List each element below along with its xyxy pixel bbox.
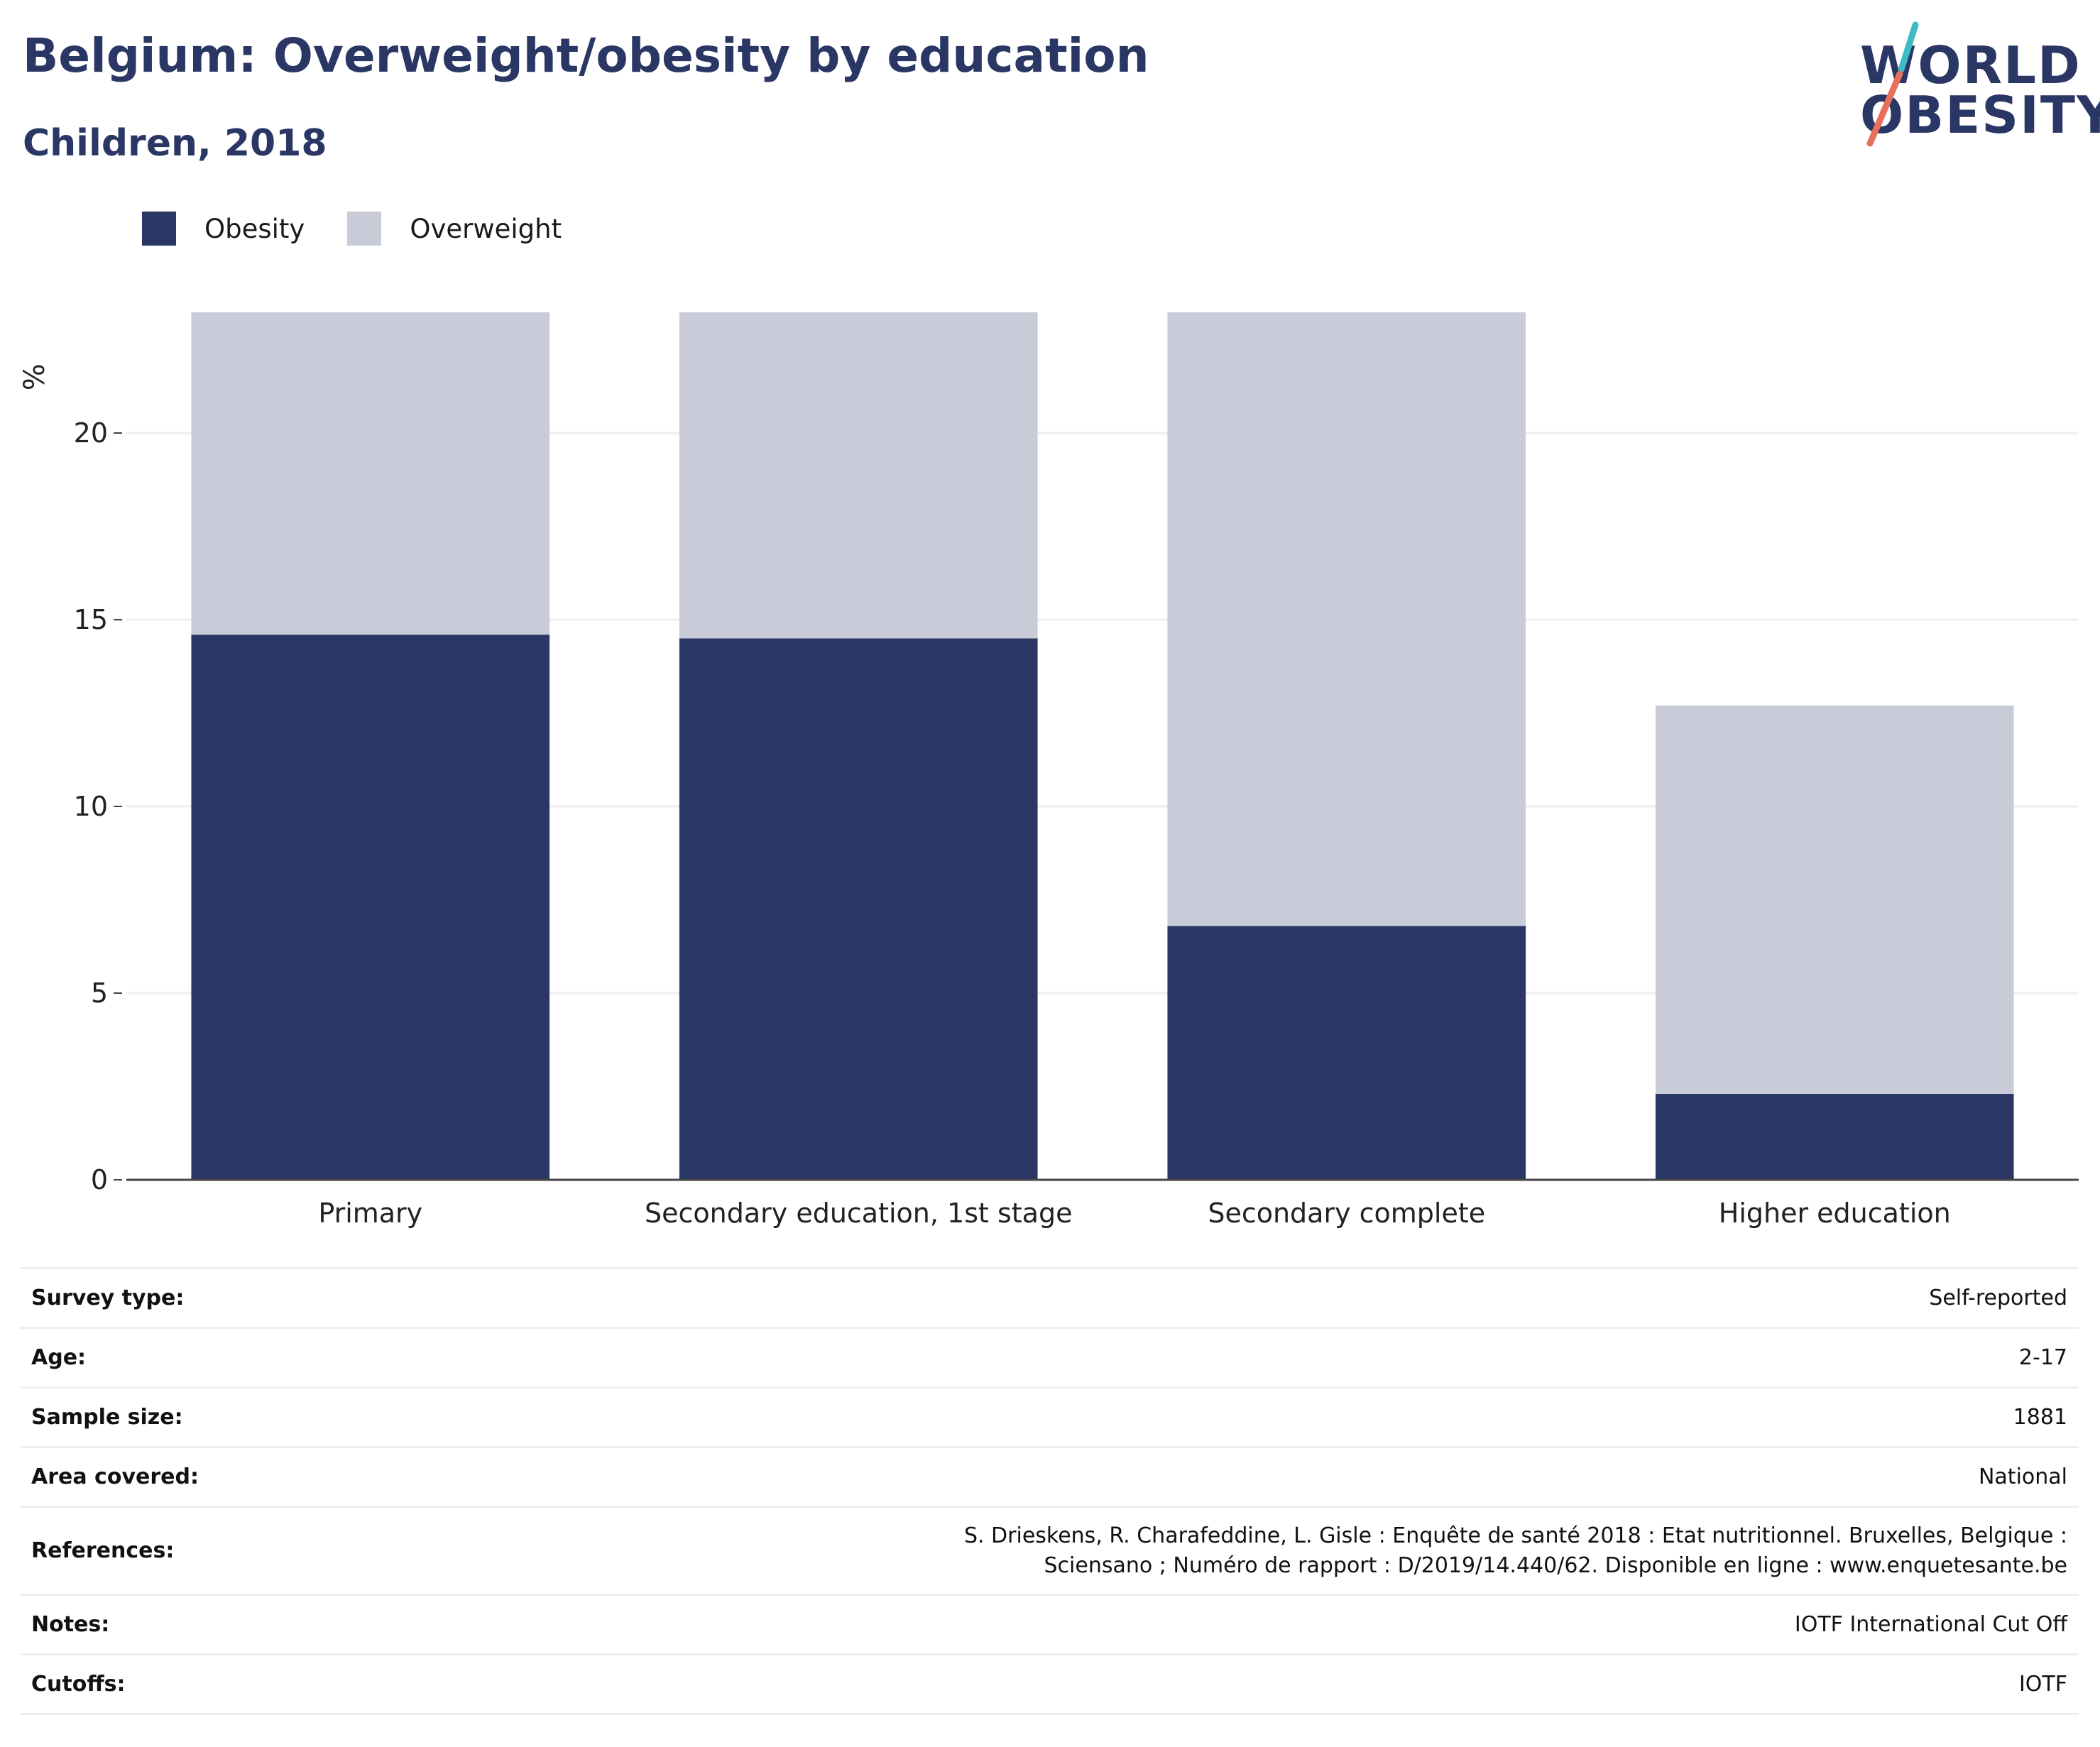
- info-key: Age:: [20, 1327, 327, 1388]
- bar-overweight: [1655, 705, 2014, 1095]
- info-value: 1881: [327, 1386, 2079, 1447]
- bar-obesity: [191, 635, 550, 1180]
- x-tick-label: Secondary complete: [1208, 1198, 1485, 1229]
- info-row: Sample size: 1881: [20, 1386, 2079, 1447]
- info-value: 2-17: [327, 1327, 2079, 1388]
- world-obesity-logo: WORLD OBESITY: [1832, 14, 2100, 156]
- legend-item-overweight[interactable]: Overweight: [347, 212, 562, 246]
- legend-label-obesity: Obesity: [204, 213, 305, 244]
- info-key: Sample size:: [20, 1386, 327, 1447]
- legend-label-overweight: Overweight: [410, 213, 562, 244]
- bar-overweight: [191, 312, 550, 635]
- info-row: Notes: IOTF International Cut Off: [20, 1594, 2079, 1655]
- y-tick-label: 15: [74, 604, 108, 635]
- info-value: IOTF International Cut Off: [327, 1594, 2079, 1655]
- y-tick-label: 0: [91, 1164, 108, 1195]
- info-value: IOTF: [327, 1653, 2079, 1715]
- info-value: National: [327, 1446, 2079, 1507]
- bar-obesity: [1167, 926, 1526, 1180]
- info-key: Notes:: [20, 1594, 327, 1655]
- logo-slash-icon: [1866, 21, 1919, 147]
- y-axis-label: %: [18, 363, 51, 390]
- info-value: S. Drieskens, R. Charafeddine, L. Gisle …: [327, 1506, 2079, 1595]
- bar-overweight: [679, 312, 1038, 639]
- chart-title: Belgium: Overweight/obesity by education: [23, 28, 1149, 83]
- legend-swatch-overweight: [347, 212, 382, 246]
- info-key: Area covered:: [20, 1446, 327, 1507]
- bar-obesity: [679, 638, 1038, 1180]
- chart-legend: Obesity Overweight: [142, 212, 604, 246]
- x-tick-label: Secondary education, 1st stage: [645, 1198, 1072, 1229]
- y-tick-label: 20: [74, 417, 108, 449]
- info-key: Cutoffs:: [20, 1653, 327, 1715]
- bar-overweight: [1167, 312, 1526, 926]
- chart-subtitle: Children, 2018: [23, 122, 327, 165]
- y-tick-label: 10: [74, 791, 108, 822]
- logo-text-obesity: OBESITY: [1860, 85, 2100, 145]
- survey-info-table: Survey type: Self-reported Age: 2-17 Sample …: [20, 1267, 2079, 1715]
- info-row: Cutoffs: IOTF: [20, 1653, 2079, 1715]
- info-key: Survey type:: [20, 1267, 327, 1328]
- bar-obesity: [1655, 1094, 2014, 1180]
- legend-swatch-obesity: [142, 212, 176, 246]
- info-row: References: S. Drieskens, R. Charafeddine…: [20, 1506, 2079, 1595]
- x-tick-label: Primary: [318, 1198, 422, 1229]
- info-row: Age: 2-17: [20, 1327, 2079, 1388]
- info-row: Survey type: Self-reported: [20, 1267, 2079, 1328]
- info-value: Self-reported: [327, 1267, 2079, 1328]
- info-key: References:: [20, 1506, 327, 1595]
- info-row: Area covered: National: [20, 1446, 2079, 1507]
- x-tick-label: Higher education: [1719, 1198, 1951, 1229]
- legend-item-obesity[interactable]: Obesity: [142, 212, 305, 246]
- y-tick-label: 5: [91, 977, 108, 1009]
